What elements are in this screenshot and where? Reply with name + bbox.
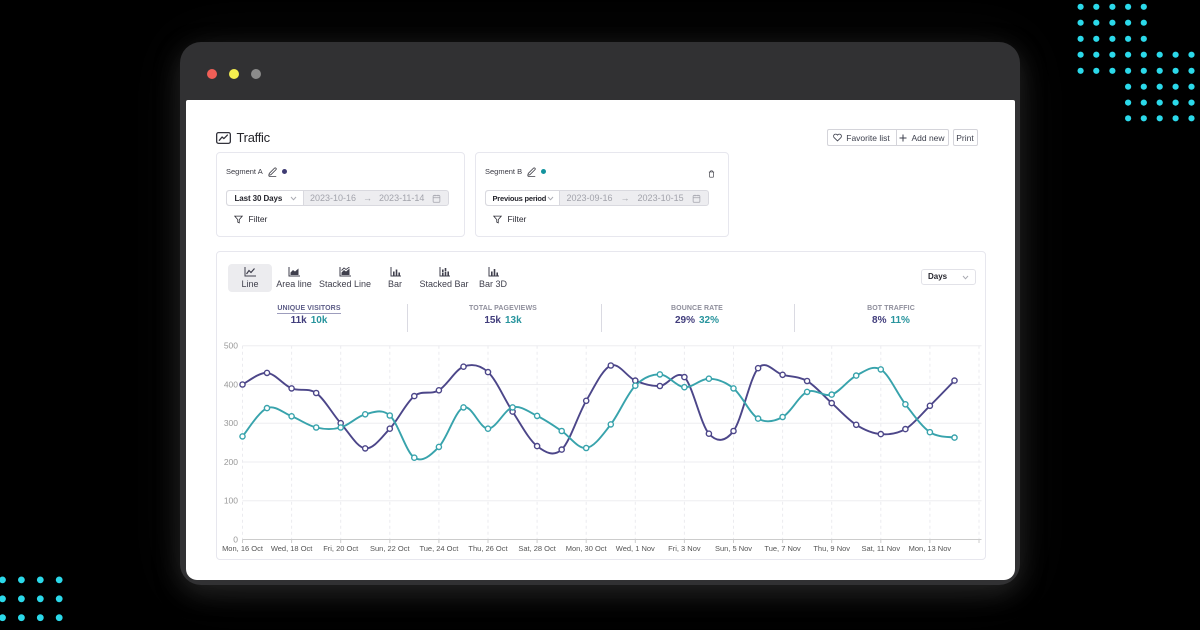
svg-text:300: 300	[224, 418, 238, 428]
svg-text:Tue, 7 Nov: Tue, 7 Nov	[764, 544, 801, 553]
svg-text:Mon, 30 Oct: Mon, 30 Oct	[566, 544, 608, 553]
svg-text:200: 200	[224, 457, 238, 467]
svg-text:Mon, 16 Oct: Mon, 16 Oct	[222, 544, 264, 553]
svg-text:400: 400	[224, 379, 238, 389]
svg-text:Sun, 22 Oct: Sun, 22 Oct	[370, 544, 411, 553]
svg-text:Sat, 11 Nov: Sat, 11 Nov	[861, 544, 900, 553]
svg-text:Sat, 28 Oct: Sat, 28 Oct	[518, 544, 556, 553]
svg-text:0: 0	[233, 534, 238, 544]
svg-text:Thu, 26 Oct: Thu, 26 Oct	[468, 544, 508, 553]
svg-text:Thu, 9 Nov: Thu, 9 Nov	[813, 544, 850, 553]
svg-text:Fri, 3 Nov: Fri, 3 Nov	[668, 544, 701, 553]
svg-text:500: 500	[224, 340, 238, 350]
svg-text:Sun, 5 Nov: Sun, 5 Nov	[715, 544, 752, 553]
svg-text:Wed, 18 Oct: Wed, 18 Oct	[271, 544, 313, 553]
svg-text:Wed, 1 Nov: Wed, 1 Nov	[616, 544, 655, 553]
svg-text:Fri, 20 Oct: Fri, 20 Oct	[323, 544, 359, 553]
svg-text:Mon, 13 Nov: Mon, 13 Nov	[909, 544, 952, 553]
svg-text:Tue, 24 Oct: Tue, 24 Oct	[419, 544, 459, 553]
svg-text:100: 100	[224, 495, 238, 505]
